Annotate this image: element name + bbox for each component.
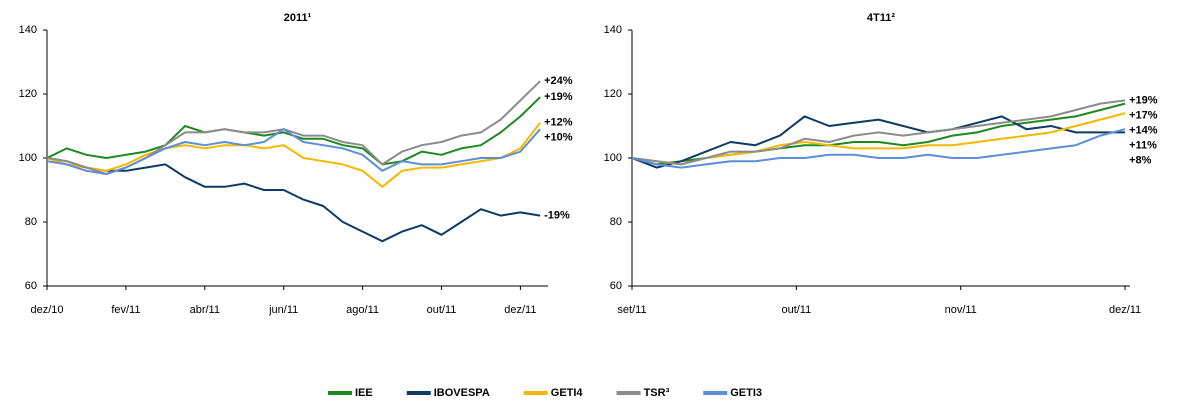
x-tick-label: jun/11 — [268, 304, 298, 316]
chart-title: 2011¹ — [284, 12, 312, 24]
y-tick-label: 80 — [25, 216, 37, 228]
x-tick-label: dez/11 — [1109, 304, 1141, 316]
series-line — [631, 115, 1126, 169]
series-line — [46, 157, 541, 243]
legend-label: GETI4 — [551, 387, 584, 399]
y-tick-label: 120 — [604, 88, 622, 100]
x-tick-label: abr/11 — [190, 304, 220, 316]
end-label: +19% — [1129, 94, 1158, 106]
series-line — [631, 112, 1126, 166]
series-line — [46, 96, 541, 166]
x-tick-label: set/11 — [617, 304, 646, 316]
end-label: +14% — [1129, 124, 1158, 136]
end-label: +17% — [1129, 109, 1158, 121]
y-tick-label: 140 — [604, 24, 622, 36]
x-tick-label: fev/11 — [111, 304, 140, 316]
x-tick-label: dez/10 — [30, 304, 63, 316]
y-tick-label: 60 — [610, 280, 622, 292]
chart-title: 4T11² — [867, 12, 895, 24]
legend-label: GETI3 — [730, 387, 762, 399]
end-label: -19% — [544, 210, 570, 222]
series-line — [631, 102, 1126, 166]
legend-label: IEE — [355, 387, 373, 399]
y-tick-label: 140 — [19, 24, 37, 36]
x-tick-label: nov/11 — [945, 304, 977, 316]
y-tick-label: 100 — [604, 152, 622, 164]
end-label: +12% — [544, 117, 573, 129]
y-tick-label: 60 — [25, 280, 37, 292]
x-tick-label: ago/11 — [346, 304, 379, 316]
y-tick-label: 80 — [610, 216, 622, 228]
x-tick-label: out/11 — [781, 304, 811, 316]
end-label: +8% — [1129, 154, 1152, 166]
y-tick-label: 120 — [19, 88, 37, 100]
series-line — [631, 99, 1126, 166]
end-label: +19% — [544, 91, 573, 103]
legend-label: IBOVESPA — [434, 387, 490, 399]
series-line — [46, 128, 541, 175]
x-tick-label: out/11 — [427, 304, 457, 316]
end-label: +10% — [544, 132, 573, 144]
series-line — [46, 122, 541, 188]
x-tick-label: dez/11 — [504, 304, 536, 316]
series-line — [631, 128, 1126, 169]
y-tick-label: 100 — [19, 152, 37, 164]
legend-label: TSR³ — [644, 387, 670, 399]
end-label: +24% — [544, 75, 573, 87]
end-label: +11% — [1129, 139, 1157, 151]
